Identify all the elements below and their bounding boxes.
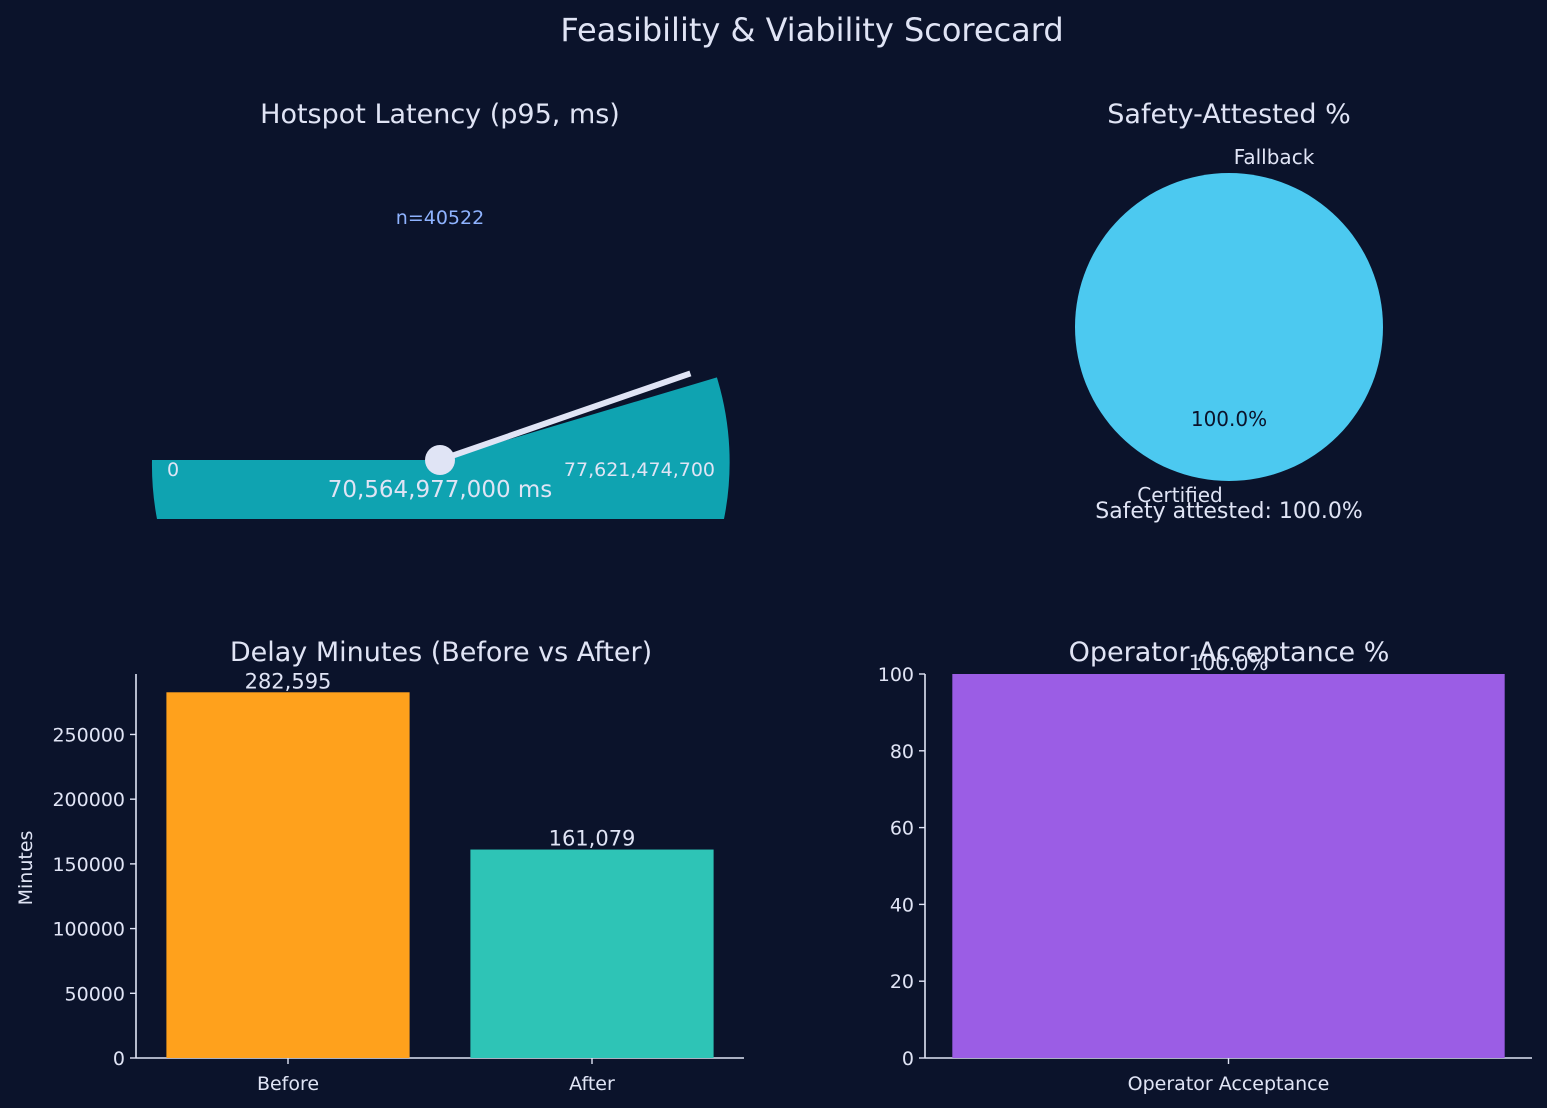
gauge-sample-count: n=40522 bbox=[396, 207, 484, 229]
gauge-arc bbox=[151, 377, 730, 519]
pie-slices bbox=[1075, 173, 1383, 481]
delay-value-label: 282,595 bbox=[245, 669, 332, 693]
delay-bar-after bbox=[470, 849, 714, 1058]
pie-footer: Safety attested: 100.0% bbox=[1095, 499, 1363, 524]
delay-value-label: 161,079 bbox=[549, 827, 636, 851]
delay-bar-before bbox=[166, 692, 410, 1058]
acceptance-y-tick-label: 80 bbox=[890, 741, 914, 763]
pie-slice-certified bbox=[1075, 173, 1383, 481]
delay-bar-panel: Delay Minutes (Before vs After) Minutes … bbox=[15, 637, 744, 1095]
figure-title: Feasibility & Viability Scorecard bbox=[560, 11, 1063, 49]
acceptance-y-tick-label: 40 bbox=[890, 894, 914, 916]
delay-y-tick-label: 150000 bbox=[52, 854, 125, 876]
delay-y-tick-label: 0 bbox=[113, 1048, 125, 1070]
delay-y-axis-label: Minutes bbox=[15, 831, 37, 906]
acceptance-plot-area: 0 20 40 60 80 100 100.0% Operator Acceptance bbox=[878, 651, 1532, 1095]
acceptance-y-tick-label: 60 bbox=[890, 818, 914, 840]
delay-y-tick-label: 250000 bbox=[52, 724, 125, 746]
acceptance-bar-operator-acceptance bbox=[952, 674, 1505, 1058]
gauge-title: Hotspot Latency (p95, ms) bbox=[260, 99, 620, 130]
gauge-needle bbox=[439, 370, 692, 463]
acceptance-y-tick-label: 100 bbox=[878, 664, 914, 686]
delay-x-tick-label: After bbox=[569, 1073, 615, 1095]
acceptance-value-label: 100.0% bbox=[1188, 651, 1268, 675]
pie-label-certified: Certified bbox=[1137, 483, 1223, 507]
acceptance-y-tick-label: 0 bbox=[902, 1048, 914, 1070]
delay-y-tick-label: 100000 bbox=[52, 919, 125, 941]
acceptance-x-tick-label: Operator Acceptance bbox=[1128, 1073, 1330, 1095]
acceptance-bar-panel: 0 20 40 60 80 100 100.0% Operator Acceptance Op… bbox=[878, 637, 1532, 1095]
latency-gauge-panel: Hotspot Latency (p95, ms) n=40522 0 77,6… bbox=[151, 99, 730, 519]
safety-pie-panel: Safety-Attested % Fallback 100.0% Certif… bbox=[1075, 99, 1383, 524]
delay-y-tick-label: 200000 bbox=[52, 789, 125, 811]
acceptance-title: Operator Acceptance % bbox=[1069, 637, 1390, 668]
pie-title: Safety-Attested % bbox=[1107, 99, 1350, 130]
pie-label-fallback: Fallback bbox=[1234, 145, 1315, 169]
gauge-value-label: 70,564,977,000 ms bbox=[328, 477, 553, 503]
delay-plot-area: 0 50000 100000 150000 200000 250000 282,595 Bef… bbox=[52, 669, 744, 1095]
gauge-min-label: 0 bbox=[167, 459, 179, 481]
gauge-max-label: 77,621,474,700 bbox=[564, 459, 715, 481]
gauge-needle-hub bbox=[425, 445, 455, 475]
delay-x-tick-label: Before bbox=[257, 1073, 319, 1095]
acceptance-y-tick-label: 20 bbox=[890, 971, 914, 993]
delay-title: Delay Minutes (Before vs After) bbox=[230, 637, 652, 668]
delay-y-tick-label: 50000 bbox=[65, 983, 125, 1005]
pie-slice-percent: 100.0% bbox=[1191, 407, 1267, 431]
